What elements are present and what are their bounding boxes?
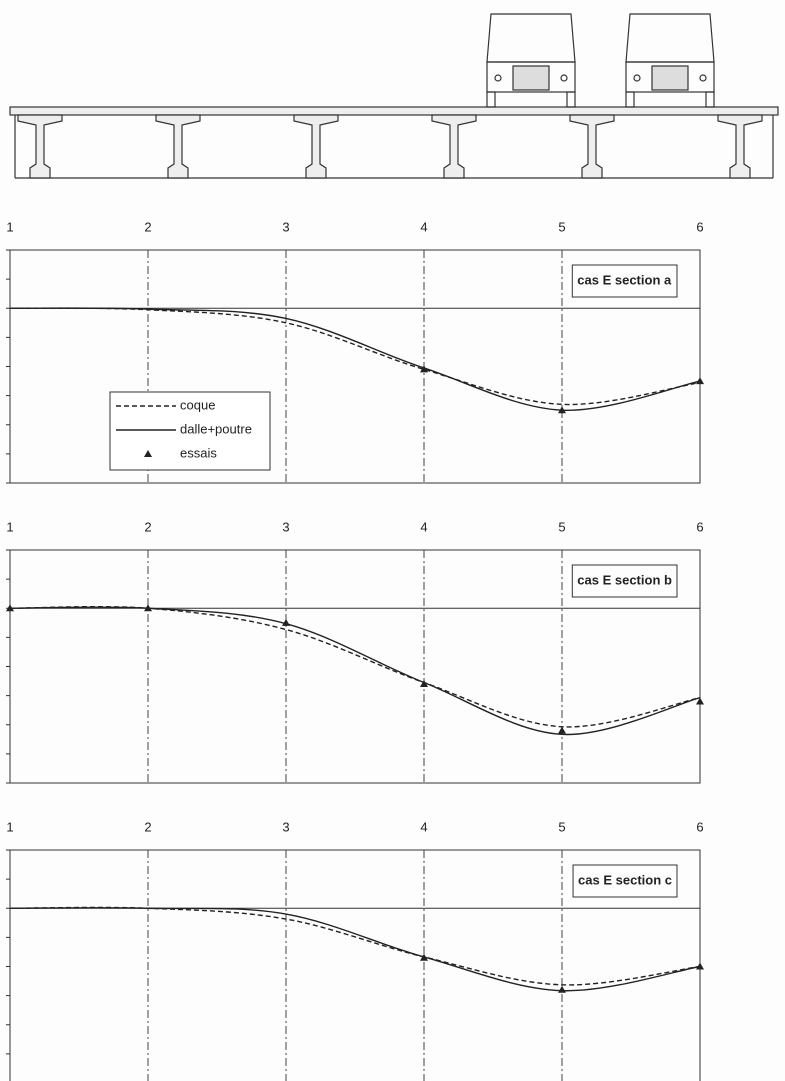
x-tick-label: 4 bbox=[420, 519, 427, 534]
legend-label: essais bbox=[180, 445, 217, 460]
x-tick-label: 1 bbox=[6, 219, 13, 234]
x-tick-label: 2 bbox=[144, 219, 151, 234]
x-tick-label: 3 bbox=[282, 519, 289, 534]
x-tick-label: 4 bbox=[420, 219, 427, 234]
marker bbox=[696, 377, 704, 384]
page: 1 2 3 4 5 6 cas E section a coque dalle+poutre es… bbox=[0, 0, 785, 1081]
bridge-section bbox=[10, 14, 778, 178]
marker bbox=[558, 986, 566, 993]
x-tick-label: 2 bbox=[144, 819, 151, 834]
x-tick-label: 2 bbox=[144, 519, 151, 534]
series-line bbox=[10, 308, 700, 404]
series-line bbox=[10, 607, 700, 734]
chart-title: cas E section a bbox=[577, 272, 672, 287]
legend-label: coque bbox=[180, 397, 215, 412]
figure: 1 2 3 4 5 6 cas E section a coque dalle+poutre es… bbox=[0, 0, 785, 1081]
chart: 1 2 3 4 5 6 cas E section c bbox=[6, 819, 704, 1081]
x-tick-label: 3 bbox=[282, 819, 289, 834]
x-tick-label: 1 bbox=[6, 519, 13, 534]
x-tick-label: 5 bbox=[558, 519, 565, 534]
x-tick-label: 3 bbox=[282, 219, 289, 234]
x-tick-label: 6 bbox=[696, 519, 703, 534]
x-tick-label: 6 bbox=[696, 819, 703, 834]
legend-label: dalle+poutre bbox=[180, 421, 252, 436]
series-line bbox=[10, 908, 700, 991]
x-tick-label: 5 bbox=[558, 819, 565, 834]
series-line bbox=[10, 607, 700, 727]
x-tick-label: 5 bbox=[558, 219, 565, 234]
x-tick-label: 4 bbox=[420, 819, 427, 834]
x-tick-label: 6 bbox=[696, 219, 703, 234]
marker bbox=[558, 727, 566, 734]
x-tick-label: 1 bbox=[6, 819, 13, 834]
chart: 1 2 3 4 5 6 cas E section a coque dalle+poutre es… bbox=[6, 219, 704, 483]
legend: coque dalle+poutre essais bbox=[110, 392, 270, 470]
chart-title: cas E section b bbox=[577, 572, 672, 587]
series-line bbox=[10, 907, 700, 985]
chart-title: cas E section c bbox=[578, 872, 672, 887]
chart: 1 2 3 4 5 6 cas E section b bbox=[6, 519, 704, 783]
marker bbox=[696, 963, 704, 970]
